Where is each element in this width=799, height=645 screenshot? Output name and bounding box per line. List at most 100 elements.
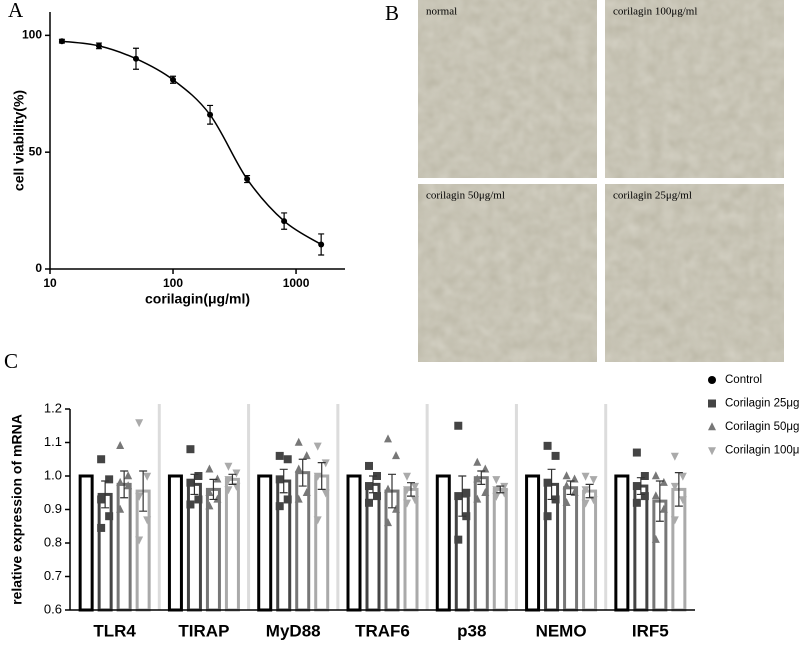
error-bar — [655, 480, 664, 522]
marker — [492, 486, 501, 495]
y-tick-label: 1.1 — [44, 434, 62, 449]
marker — [543, 512, 552, 521]
marker — [500, 489, 509, 498]
marker — [462, 488, 471, 497]
y-tick-label: 0.6 — [44, 601, 62, 616]
error-bar — [674, 472, 683, 507]
x-tick-label: 1000 — [283, 276, 310, 290]
x-tick-label: TIRAP — [178, 621, 229, 640]
marker — [659, 477, 668, 486]
marker — [562, 498, 571, 506]
x-tick-label: NEMO — [536, 621, 587, 640]
error-bar — [120, 470, 129, 499]
marker — [205, 487, 214, 496]
image-caption: corilagin 100μg/ml — [613, 6, 697, 18]
marker — [581, 499, 590, 508]
bar — [671, 487, 687, 612]
marker — [365, 482, 373, 491]
marker — [640, 492, 649, 501]
error-bar — [407, 482, 415, 497]
marker — [562, 471, 571, 480]
marker — [500, 482, 509, 491]
marker — [581, 472, 590, 481]
y-axis-label: relative expression of mRNA — [9, 414, 25, 605]
x-tick-label: p38 — [457, 621, 486, 640]
marker — [294, 464, 303, 473]
data-point — [244, 176, 251, 183]
marker — [105, 512, 114, 521]
error-bar — [101, 480, 110, 509]
marker — [365, 461, 373, 470]
bar — [116, 482, 132, 612]
y-axis-label: cell viability(%) — [11, 90, 27, 191]
marker — [411, 482, 419, 491]
marker — [454, 492, 463, 501]
error-bar — [317, 462, 326, 490]
x-tick-label: 100 — [163, 276, 183, 290]
data-point — [281, 218, 288, 225]
legend-marker — [708, 376, 716, 384]
marker — [543, 478, 552, 487]
marker — [581, 486, 590, 495]
micrograph-texture — [418, 184, 597, 362]
y-tick-label: 100 — [22, 28, 42, 42]
marker — [275, 475, 284, 484]
bar — [346, 474, 362, 612]
marker — [632, 482, 641, 491]
marker — [678, 496, 687, 505]
marker — [124, 481, 133, 490]
marker — [678, 472, 687, 481]
data-point — [58, 38, 65, 45]
marker — [589, 476, 598, 485]
marker — [651, 471, 660, 480]
marker — [224, 486, 233, 495]
micrograph-texture — [418, 0, 597, 178]
marker — [384, 434, 392, 443]
error-bar — [547, 468, 556, 501]
marker — [373, 492, 381, 501]
data-point — [170, 76, 177, 83]
error-bar — [228, 473, 237, 485]
marker — [283, 455, 292, 464]
marker — [543, 441, 552, 450]
marker — [473, 474, 482, 483]
panel-label: B — [385, 1, 399, 25]
error-bar — [190, 473, 199, 496]
marker — [392, 451, 400, 460]
marker — [454, 421, 463, 430]
error-bar — [388, 473, 396, 509]
bar — [224, 477, 240, 612]
marker — [651, 534, 660, 543]
error-bar — [477, 470, 486, 485]
marker — [294, 437, 303, 446]
marker — [403, 472, 411, 481]
error-bar — [279, 468, 288, 494]
bar — [435, 474, 451, 612]
marker — [365, 498, 373, 507]
marker — [492, 476, 501, 485]
marker — [302, 487, 311, 496]
marker — [135, 419, 144, 428]
error-bar — [298, 458, 307, 487]
marker — [105, 475, 114, 484]
marker — [403, 486, 411, 495]
x-tick-label: IRF5 — [632, 621, 669, 640]
marker — [403, 499, 411, 508]
error-bar — [139, 470, 148, 512]
marker — [283, 495, 292, 504]
data-point — [207, 111, 214, 118]
marker — [124, 471, 133, 480]
marker — [321, 489, 330, 498]
legend-marker — [708, 447, 716, 456]
marker — [186, 445, 195, 454]
marker — [232, 469, 241, 478]
marker — [116, 504, 125, 513]
marker — [135, 492, 144, 501]
marker — [205, 501, 214, 510]
panel-label: C — [4, 349, 18, 373]
marker — [194, 472, 203, 480]
legend-label: Control — [725, 374, 762, 386]
image-caption: normal — [426, 6, 457, 18]
bar — [614, 474, 630, 612]
